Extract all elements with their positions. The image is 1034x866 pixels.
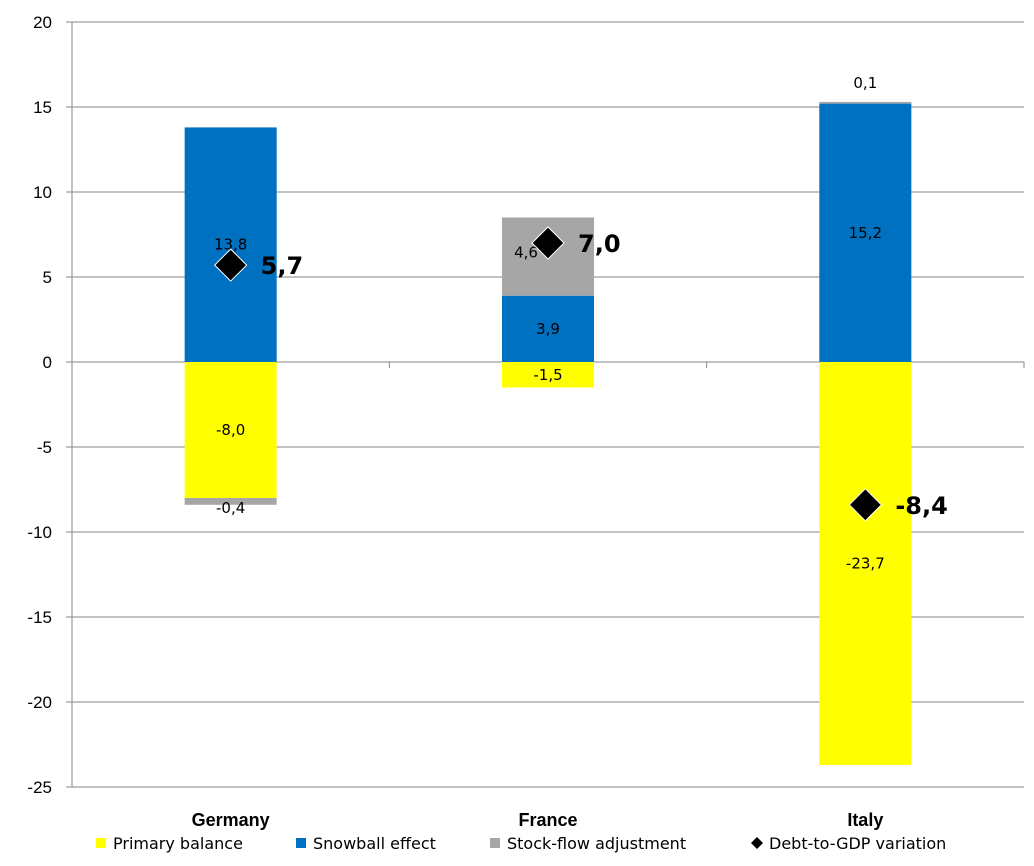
data-label: -8,0	[216, 421, 245, 439]
legend-swatch	[296, 838, 306, 848]
legend-label: Primary balance	[113, 834, 243, 853]
bar-segment	[819, 103, 912, 362]
y-tick-label: -20	[27, 693, 52, 712]
bars	[184, 101, 912, 765]
data-label: 15,2	[849, 224, 882, 242]
bar-segment	[819, 101, 912, 104]
markers: 5,7 7,0 -8,4	[213, 226, 948, 522]
legend-swatch	[96, 838, 106, 848]
y-tick-label: 15	[33, 98, 52, 117]
debt-variation-marker	[531, 226, 565, 260]
marker-label: 7,0	[578, 230, 621, 258]
y-tick-label: -5	[37, 438, 52, 457]
bar-segment	[501, 295, 595, 362]
y-tick-label: -25	[27, 778, 52, 797]
marker-label: 5,7	[261, 252, 304, 280]
legend-swatch	[490, 838, 500, 848]
bar-segment	[819, 362, 912, 765]
debt-variation-marker	[213, 248, 248, 282]
legend-diamond-icon	[751, 837, 763, 849]
debt-variation-marker	[848, 488, 883, 522]
y-tick-label: -15	[27, 608, 52, 627]
bar-segment	[184, 362, 277, 498]
y-tick-label: 20	[33, 13, 52, 32]
y-tick-label: -10	[27, 523, 52, 542]
marker-label: -8,4	[895, 492, 947, 520]
data-label: 13,8	[214, 236, 247, 254]
legend-label: Snowball effect	[313, 834, 436, 853]
legend-label: Stock-flow adjustment	[507, 834, 686, 853]
bar-segment	[184, 127, 277, 363]
category-label: France	[518, 810, 577, 830]
y-tick-label: 10	[33, 183, 52, 202]
y-tick-label: 0	[43, 353, 52, 372]
category-label: Germany	[192, 810, 270, 830]
legend: Primary balance Snowball effect Stock-flow…	[96, 834, 946, 853]
data-label: -0,4	[216, 499, 245, 517]
bar-segment	[501, 362, 595, 388]
data-label: 4,6	[514, 244, 538, 262]
data-label: 0,1	[853, 74, 877, 92]
legend-label: Debt-to-GDP variation	[769, 834, 946, 853]
axes: 20 15 10 5 0 -5 -10 -15 -20 -25 Germany France Italy	[27, 13, 1025, 830]
bar-segment	[184, 498, 277, 505]
data-label: -1,5	[533, 366, 562, 384]
data-label: -23,7	[846, 554, 885, 572]
data-label: 3,9	[536, 320, 560, 338]
category-label: Italy	[847, 810, 883, 830]
data-labels: -8,0 13,8 -0,4 -1,5 3,9 4,6 -23,7 15,2 0,1	[214, 74, 885, 573]
y-tick-label: 5	[43, 268, 52, 287]
